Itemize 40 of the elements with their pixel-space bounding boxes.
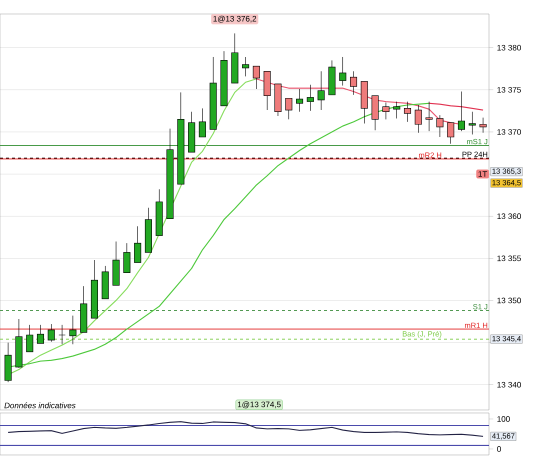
candlestick xyxy=(414,104,422,134)
candlestick xyxy=(393,101,400,119)
candlestick xyxy=(447,122,454,144)
candlestick xyxy=(252,66,260,90)
annotation: 1T xyxy=(478,171,488,177)
y-tick-label: 0 xyxy=(497,446,501,452)
candlestick xyxy=(350,70,358,96)
candlestick xyxy=(306,84,314,112)
candlestick xyxy=(69,315,76,345)
candlestick xyxy=(242,56,250,77)
candlestick xyxy=(382,102,390,120)
candlestick xyxy=(285,98,292,120)
candlestick xyxy=(58,324,66,345)
candlestick xyxy=(48,324,55,342)
candlestick xyxy=(318,70,325,110)
candlestick xyxy=(458,91,466,132)
candlestick xyxy=(134,226,142,263)
annotation: 1@13 374,5 xyxy=(238,401,281,408)
candlestick xyxy=(296,88,304,112)
y-tick-label: 13 375 xyxy=(497,86,521,93)
y-tick-label: 13 350 xyxy=(497,298,521,304)
y-tick-label: 13 355 xyxy=(497,256,521,262)
candlestick xyxy=(36,324,44,344)
y-tick-label: 13 380 xyxy=(497,44,521,51)
candlestick xyxy=(436,114,444,138)
y-tick-label: 13 340 xyxy=(497,382,521,388)
candlestick xyxy=(339,56,346,86)
y-tick-label: 13 370 xyxy=(497,129,521,135)
candlestick xyxy=(480,117,487,134)
candlestick xyxy=(372,95,379,131)
y-tick-label: 13 360 xyxy=(497,213,521,220)
candlestick xyxy=(26,324,34,352)
annotation: 1@13 376,2 xyxy=(213,16,256,23)
candlestick xyxy=(123,242,130,273)
candlestick xyxy=(468,111,476,135)
annotation: Données indicatives xyxy=(4,402,76,408)
y-tick-label: 100 xyxy=(497,416,510,422)
candlestick xyxy=(404,101,412,122)
line-series xyxy=(8,421,484,437)
candlestick xyxy=(198,108,206,138)
